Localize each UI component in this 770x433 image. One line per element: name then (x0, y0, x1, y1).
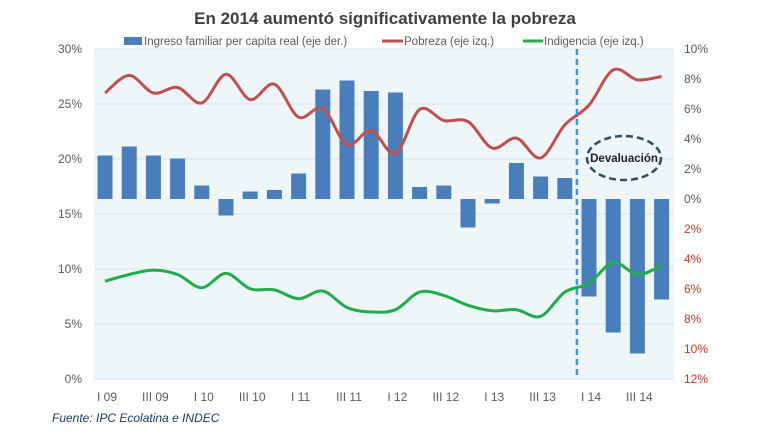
bar-series (97, 80, 670, 354)
x-tick-label: III 12 (432, 390, 459, 404)
bar (436, 185, 452, 199)
left-tick-label: 0% (65, 372, 83, 386)
bar (605, 199, 621, 333)
x-tick-label: III 09 (142, 390, 169, 404)
left-tick-label: 15% (58, 207, 82, 221)
right-tick-label: 6% (684, 102, 702, 116)
bar (145, 155, 161, 199)
right-tick-label: 4% (684, 132, 702, 146)
x-tick-label: III 13 (529, 390, 556, 404)
bar (242, 191, 258, 199)
right-tick-label: 6% (684, 282, 702, 296)
right-tick-label: 12% (684, 372, 708, 386)
devaluation-annotation: Devaluación (590, 153, 658, 165)
right-axis: 12% 10% 8% 6% 4% 2% 0% 2% 4% 6% 8% 10% (684, 42, 708, 386)
x-tick-label: III 14 (626, 390, 653, 404)
pobreza-line (104, 67, 662, 160)
legend-swatch-ingreso (124, 37, 142, 45)
indigencia-line (104, 260, 663, 319)
bar (315, 89, 331, 199)
legend: Ingreso familiar per capita real (eje de… (124, 36, 644, 48)
x-tick-label: I 10 (194, 390, 214, 404)
bar (557, 178, 573, 199)
legend-label-pobreza: Pobreza (eje izq.) (404, 36, 494, 48)
chart-title: En 2014 aumentó significativamente la po… (194, 9, 576, 28)
left-tick-label: 5% (65, 317, 83, 331)
bar (460, 199, 476, 228)
legend-label-indigencia: Indigencia (eje izq.) (544, 36, 644, 48)
bar (170, 158, 186, 199)
bar (484, 199, 500, 204)
bar (533, 176, 549, 199)
x-tick-label: I 11 (291, 390, 310, 404)
bar (508, 163, 524, 199)
devaluation-ellipse (585, 134, 663, 182)
bar (654, 199, 670, 300)
x-tick-label: I 13 (484, 390, 504, 404)
bar (291, 173, 307, 199)
left-tick-label: 30% (58, 42, 82, 56)
bar (97, 155, 113, 199)
left-axis: 0% 5% 10% 15% 20% 25% 30% (58, 42, 82, 386)
x-tick-label: III 10 (239, 390, 266, 404)
right-tick-label: 10% (684, 42, 708, 56)
right-tick-label: 8% (684, 312, 702, 326)
left-tick-label: 10% (58, 262, 82, 276)
x-tick-label: III 11 (336, 390, 362, 404)
bar (194, 185, 210, 199)
bar (629, 199, 645, 354)
bar (266, 190, 282, 199)
right-tick-label: 0% (684, 192, 702, 206)
left-tick-label: 25% (58, 97, 82, 111)
bar (581, 199, 597, 297)
x-tick-label: I 12 (387, 390, 407, 404)
bar (387, 92, 403, 199)
x-tick-label: I 14 (581, 390, 601, 404)
right-tick-label: 8% (684, 72, 702, 86)
right-tick-label: 10% (684, 342, 708, 356)
x-axis: I 09 III 09 I 10 III 10 I 11 III 11 I 12 III 12… (97, 390, 653, 404)
source-note: Fuente: IPC Ecolatina e INDEC (52, 411, 220, 425)
bar (412, 187, 428, 199)
x-tick-label: I 09 (97, 390, 117, 404)
right-tick-label: 4% (684, 252, 702, 266)
bar (218, 199, 234, 216)
bar (363, 91, 379, 199)
legend-label-ingreso: Ingreso familiar per capita real (eje de… (144, 36, 347, 48)
bar (121, 146, 137, 199)
right-tick-label: 2% (684, 222, 702, 236)
right-tick-label: 2% (684, 162, 702, 176)
line-series (104, 67, 663, 319)
left-tick-label: 20% (58, 152, 82, 166)
bar (339, 80, 355, 199)
